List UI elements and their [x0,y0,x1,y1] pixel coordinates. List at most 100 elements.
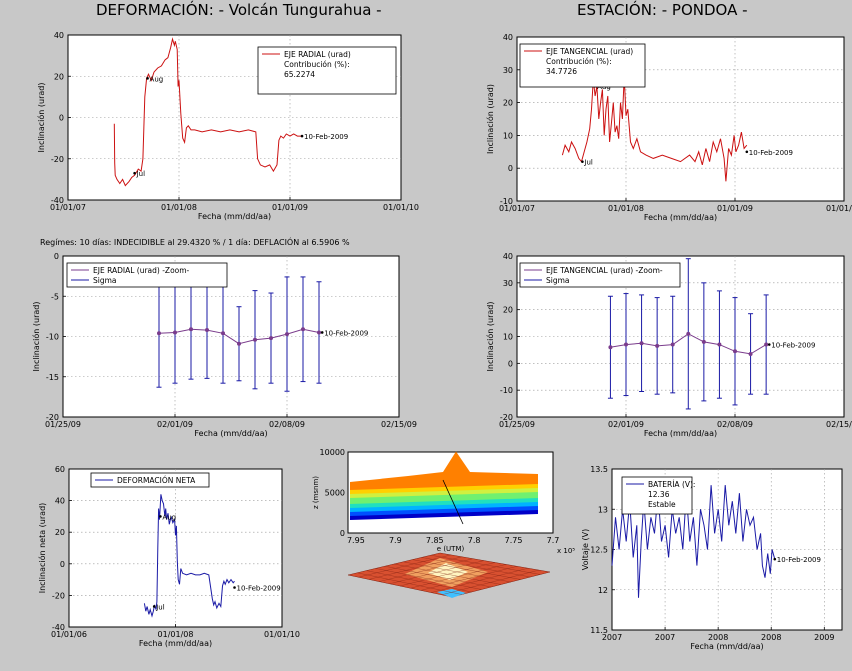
bateria-xtick-label: 2007 [602,633,622,642]
bateria-ytick-label: 13.5 [590,465,608,474]
tangencial-ylabel: Inclinación (urad) [485,84,495,154]
neta-series-line [143,494,235,618]
surface3d-ytick-label: 5000 [325,489,345,498]
bateria-ylabel: Voltaje (V) [581,529,590,570]
series-point [639,341,644,346]
radial-zoom-sigma-bars [156,276,322,392]
annotation-marker [581,160,584,163]
tangencial-annotation: 10-Feb-2009 [749,149,793,157]
tangencial-zoom-ytick-label: 10 [503,333,513,342]
radial-chart: -40 -20 0 20 40 01/01/07 01/01/08 01/01/09 01/01… [36,31,419,221]
radial-zoom-legend: EJE RADIAL (urad) -Zoom-Sigma [66,262,228,288]
legend-entry: BATERÍA (V): [648,480,695,489]
tangencial-xtick-label: 01/01/07 [499,204,535,213]
annotation-marker [773,557,777,561]
vent-line [442,479,464,525]
surface3d-ytick-label: 0 [340,529,345,538]
radial-zoom-xtick-label: 02/08/09 [269,420,305,429]
tangencial-legend: EJE TANGENCIAL (urad)Contribución (%):34… [519,43,646,88]
neta-ytick-label: 60 [55,465,65,474]
tangencial-zoom-ytick-label: 40 [503,252,513,261]
tangencial-zoom-ytick-label: -20 [500,413,513,422]
series-point [733,349,737,354]
main-title-left: DEFORMACIÓN: - Volcán Tungurahua - [96,1,382,19]
radial-legend: EJE RADIAL (urad)Contribución (%):65.227… [257,46,397,95]
tangencial-xtick-label: 01/01/10 [826,204,852,213]
tangencial-ytick-label: 0 [508,164,513,173]
annotation-marker [300,134,304,138]
mesh-line [421,557,531,578]
surface3d-xtick-label: 7.95 [347,536,365,545]
tangencial-ytick-label: 10 [503,131,513,140]
series-point [253,337,257,342]
legend-box [66,262,228,288]
tangencial-chart: -10 0 10 20 30 40 01/01/07 01/01/08 01/01/09 01/0… [485,33,852,222]
neta-xtick-label: 01/01/06 [51,630,87,639]
tangencial-zoom-ytick-label: 0 [508,359,513,368]
series-point [173,330,177,335]
mesh-line [420,566,518,591]
bateria-grid [612,469,842,630]
tangencial-zoom-xtick-label: 01/25/09 [499,420,535,429]
surface3d-xlabel: e (UTM) [437,545,465,553]
legend-entry: Contribución (%): [546,57,612,66]
surface3d-mesh [347,552,551,598]
bateria-xtick-label: 2007 [655,633,675,642]
legend-entry: 65.2274 [284,70,315,79]
bateria-chart: 11.5 12 12.5 13 13.5 2007 2007 2008 2008 2009 Fech… [581,465,843,651]
radial-zoom-ytick-label: 0 [54,252,59,261]
surface3d-ytick-label: 10000 [320,448,345,457]
surface3d-xtick-label: 7.75 [505,536,523,545]
surface3d-exponent: x 10⁵ [557,547,575,555]
radial-zoom-ytick-label: -15 [46,373,59,382]
radial-ytick-label: -20 [51,155,64,164]
tangencial-annotation: Jul [583,159,593,167]
radial-ylabel: Inclinación (urad) [36,83,46,153]
legend-box [621,476,693,515]
series-point [670,342,675,347]
series-point [748,351,753,356]
legend-entry: EJE TANGENCIAL (urad) [546,47,633,56]
radial-zoom-xtick-label: 01/25/09 [45,420,81,429]
legend-box [257,46,397,95]
radial-xlabel: Fecha (mm/dd/aa) [198,212,271,221]
neta-grid [69,469,282,627]
radial-zoom-ytick-label: -10 [46,333,59,342]
neta-xlabel: Fecha (mm/dd/aa) [139,639,212,648]
radial-ytick-label: 0 [59,114,64,123]
radial-annotation: 10-Feb-2009 [304,133,348,141]
main-title-right: ESTACIÓN: - PONDOA - [577,1,748,19]
series-point [655,343,660,348]
radial-zoom-annotation: 10-Feb-2009 [324,329,368,337]
legend-entry: Sigma [546,276,570,285]
bateria-xtick-label: 2008 [708,633,728,642]
bateria-annotation: 10-Feb-2009 [777,556,821,564]
series-point [269,336,273,341]
neta-annotation: Aug [162,513,176,521]
tangencial-zoom-annotation: 10-Feb-2009 [771,342,815,350]
surface3d-ylabel: z (msnm) [312,476,320,509]
radial-zoom-chart: -20 -15 -10 -5 0 01/25/09 02/01/09 02/08/09 02/1… [31,252,417,438]
series-point [624,342,628,347]
tangencial-ytick-label: -10 [500,197,513,206]
radial-xtick-label: 01/01/10 [383,203,419,212]
mesh-line [399,562,496,587]
terrain-band [350,451,538,490]
tangencial-series-line [561,76,748,182]
bateria-ytick-label: 12.5 [590,546,608,555]
surface3d-xtick-label: 7.8 [468,536,481,545]
neta-ytick-label: 40 [55,497,65,506]
tangencial-zoom-ytick-label: -10 [500,386,513,395]
series-point [701,339,706,344]
surface3d-xtick-label: 7.85 [426,536,444,545]
radial-zoom-xtick-label: 02/01/09 [157,420,193,429]
tangencial-zoom-xtick-label: 02/08/09 [717,420,753,429]
bateria-ytick-label: 11.5 [590,626,608,635]
radial-ytick-label: 40 [54,31,64,40]
series-point [221,331,225,336]
series-point [717,342,722,347]
tangencial-zoom-legend: EJE TANGENCIAL (urad) -Zoom-Sigma [519,262,681,288]
tangencial-ytick-label: 40 [503,33,513,42]
radial-xtick-label: 01/01/08 [161,203,197,212]
